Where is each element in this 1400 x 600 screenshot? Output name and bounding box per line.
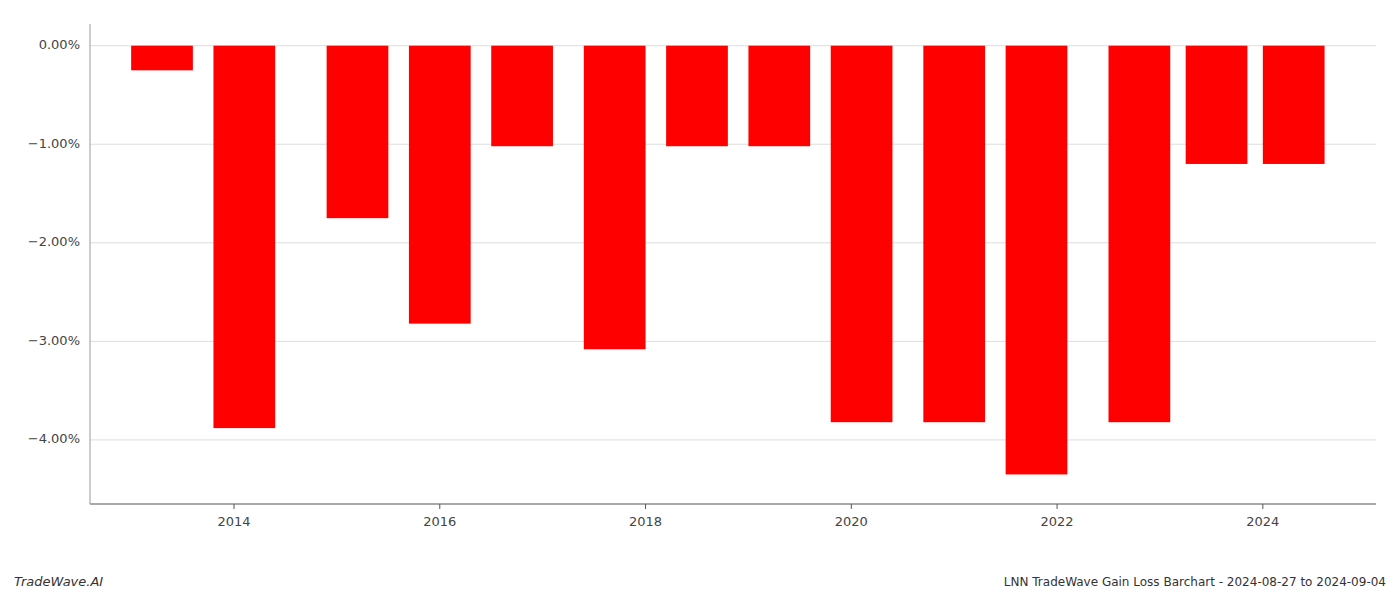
- bar: [1109, 46, 1171, 423]
- bar: [1186, 46, 1248, 164]
- bar: [491, 46, 553, 147]
- grid-line: [90, 242, 1376, 243]
- y-tick-label: −4.00%: [28, 431, 80, 446]
- x-tick-label: 2022: [1041, 514, 1074, 529]
- x-tick-label: 2020: [835, 514, 868, 529]
- chart-title: LNN TradeWave Gain Loss Barchart - 2024-…: [1004, 575, 1386, 589]
- y-tick-label: −3.00%: [28, 333, 80, 348]
- grid-line: [90, 439, 1376, 440]
- x-tick-label: 2018: [629, 514, 662, 529]
- x-axis-line: [90, 503, 1376, 504]
- x-tick: [1057, 504, 1058, 509]
- x-tick: [439, 504, 440, 509]
- x-tick: [851, 504, 852, 509]
- bar: [327, 46, 389, 218]
- chart-svg: 0.00% −1.00% −2.00% −3.00% −4.00% 2014 2016 201…: [0, 0, 1400, 600]
- bar: [748, 46, 810, 147]
- bars: [131, 46, 1324, 475]
- y-grid: [90, 46, 1376, 440]
- x-tick: [234, 504, 235, 509]
- bar: [666, 46, 728, 147]
- grid-line: [90, 144, 1376, 145]
- bar: [831, 46, 893, 423]
- x-tick-label: 2016: [423, 514, 456, 529]
- bar: [213, 46, 275, 428]
- grid-line: [90, 45, 1376, 46]
- bar: [923, 46, 985, 423]
- bar: [584, 46, 646, 350]
- footer-left: TradeWave.AI: [14, 574, 103, 589]
- y-axis-line: [90, 24, 91, 504]
- y-tick-label: 0.00%: [39, 37, 80, 52]
- chart-container: 0.00% −1.00% −2.00% −3.00% −4.00% 2014 2016 201…: [0, 0, 1400, 600]
- bar: [1263, 46, 1325, 164]
- x-tick: [645, 504, 646, 509]
- grid-line: [90, 341, 1376, 342]
- x-tick: [1262, 504, 1263, 509]
- x-tick-label: 2024: [1246, 514, 1279, 529]
- y-tick-label: −1.00%: [28, 136, 80, 151]
- y-tick-label: −2.00%: [28, 234, 80, 249]
- bar: [131, 46, 193, 71]
- x-tick-label: 2014: [217, 514, 250, 529]
- bar: [1006, 46, 1068, 475]
- bar: [409, 46, 471, 324]
